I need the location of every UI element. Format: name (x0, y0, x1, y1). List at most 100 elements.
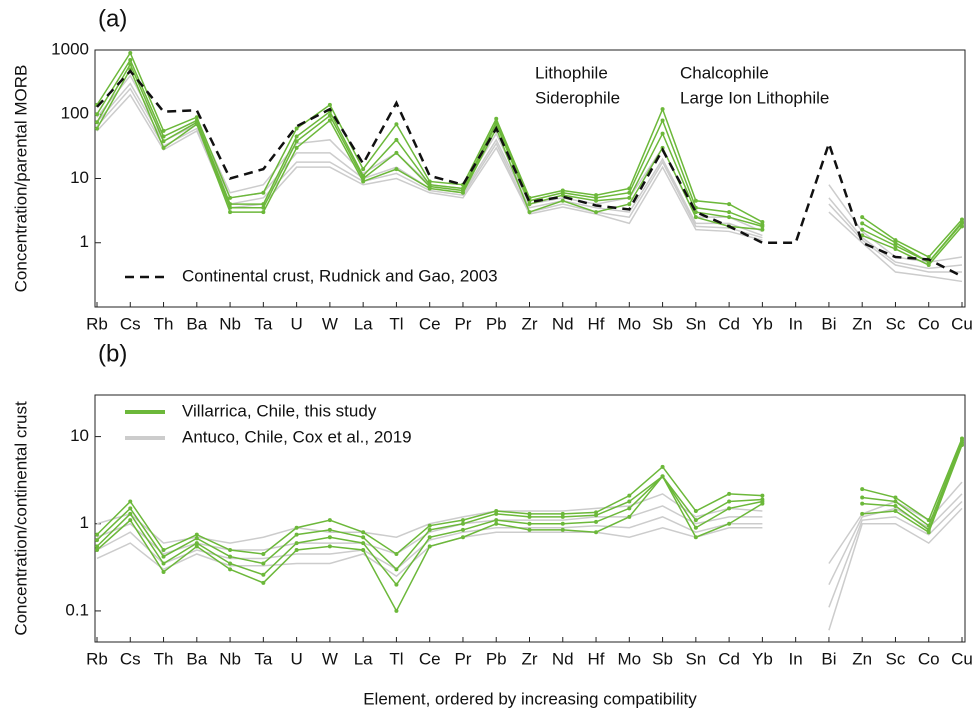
sample-point (261, 580, 266, 585)
x-tick-label: Rb (86, 314, 108, 333)
sample-point (327, 527, 332, 532)
y-tick-label: 1000 (51, 39, 89, 58)
sample-point (560, 527, 565, 532)
x-tick-label: Rb (86, 649, 108, 668)
x-tick-label: Mo (617, 649, 641, 668)
sample-point (727, 202, 732, 207)
x-tick-label: Ce (419, 649, 441, 668)
y-axis-label: Concentration/continental crust (11, 401, 30, 636)
sample-point (727, 215, 732, 220)
y-tick-label: 1 (80, 513, 89, 532)
sample-point (394, 167, 399, 172)
legend-label: Villarrica, Chile, this study (182, 401, 377, 420)
x-tick-label: Zn (852, 314, 872, 333)
x-tick-label: Yb (752, 314, 773, 333)
sample-point (893, 509, 898, 514)
x-tick-label: Sn (685, 314, 706, 333)
sample-point (327, 535, 332, 540)
x-tick-label: Pr (454, 649, 471, 668)
x-tick-label: In (789, 314, 803, 333)
sample-line (96, 51, 763, 223)
sample-point (394, 608, 399, 613)
sample-point (860, 501, 865, 506)
group-legend-label: Lithophile (535, 63, 608, 82)
sample-point (494, 509, 499, 514)
sample-point (261, 551, 266, 556)
sample-point (427, 186, 432, 191)
y-tick-label: 1 (80, 232, 89, 251)
sample-line (828, 493, 963, 586)
x-tick-label: Sn (685, 649, 706, 668)
sample-point (228, 210, 233, 215)
sample-point (95, 547, 99, 552)
x-tick-label: Nb (219, 314, 241, 333)
sample-point (660, 118, 665, 123)
sample-point (594, 530, 599, 535)
reference-line (96, 69, 963, 278)
sample-point (128, 57, 133, 62)
sample-point (128, 511, 133, 516)
x-tick-label: Cs (120, 314, 141, 333)
sample-point (594, 210, 599, 215)
sample-point (693, 535, 698, 540)
sample-point (427, 527, 432, 532)
sample-line (96, 475, 763, 571)
sample-point (727, 521, 732, 526)
sample-point (95, 538, 99, 543)
sample-point (394, 551, 399, 556)
sample-line (96, 505, 763, 555)
sample-point (95, 112, 99, 117)
sample-point (161, 569, 166, 574)
sample-point (261, 572, 266, 577)
sample-point (960, 443, 964, 448)
sample-point (460, 527, 465, 532)
sample-point (361, 547, 366, 552)
sample-point (860, 495, 865, 500)
x-tick-label: Tl (389, 649, 403, 668)
sample-point (627, 493, 632, 498)
sample-point (95, 532, 99, 537)
sample-line (862, 440, 963, 527)
sample-point (560, 511, 565, 516)
x-tick-label: Ce (419, 314, 441, 333)
group-legend-label: Large Ion Lithophile (680, 88, 829, 107)
x-tick-label: Pb (486, 649, 507, 668)
x-tick-label: La (354, 314, 373, 333)
sample-point (394, 582, 399, 587)
sample-point (294, 532, 299, 537)
sample-point (627, 499, 632, 504)
sample-point (194, 532, 199, 537)
x-tick-label: Cs (120, 649, 141, 668)
sample-point (394, 567, 399, 572)
sample-point (361, 535, 366, 540)
sample-point (660, 131, 665, 136)
sample-point (960, 221, 964, 226)
sample-point (727, 491, 732, 496)
sample-point (860, 215, 865, 220)
sample-point (494, 122, 499, 127)
sample-point (760, 493, 765, 498)
sample-point (261, 561, 266, 566)
sample-point (494, 521, 499, 526)
sample-point (560, 198, 565, 203)
sample-point (361, 167, 366, 172)
x-tick-label: Ta (254, 314, 273, 333)
y-axis-label: Concentration/parental MORB (11, 65, 30, 293)
sample-point (926, 255, 931, 260)
sample-line (828, 507, 963, 631)
sample-point (627, 514, 632, 519)
x-tick-label: Co (918, 314, 940, 333)
sample-point (194, 544, 199, 549)
x-tick-label: Th (154, 649, 174, 668)
x-tick-label: Yb (752, 649, 773, 668)
sample-point (228, 547, 233, 552)
sample-point (893, 495, 898, 500)
sample-point (594, 519, 599, 524)
x-tick-label: In (789, 649, 803, 668)
sample-point (560, 193, 565, 198)
x-tick-label: Ba (186, 649, 207, 668)
sample-point (527, 514, 532, 519)
sample-point (427, 535, 432, 540)
sample-point (161, 139, 166, 144)
sample-point (128, 518, 133, 523)
